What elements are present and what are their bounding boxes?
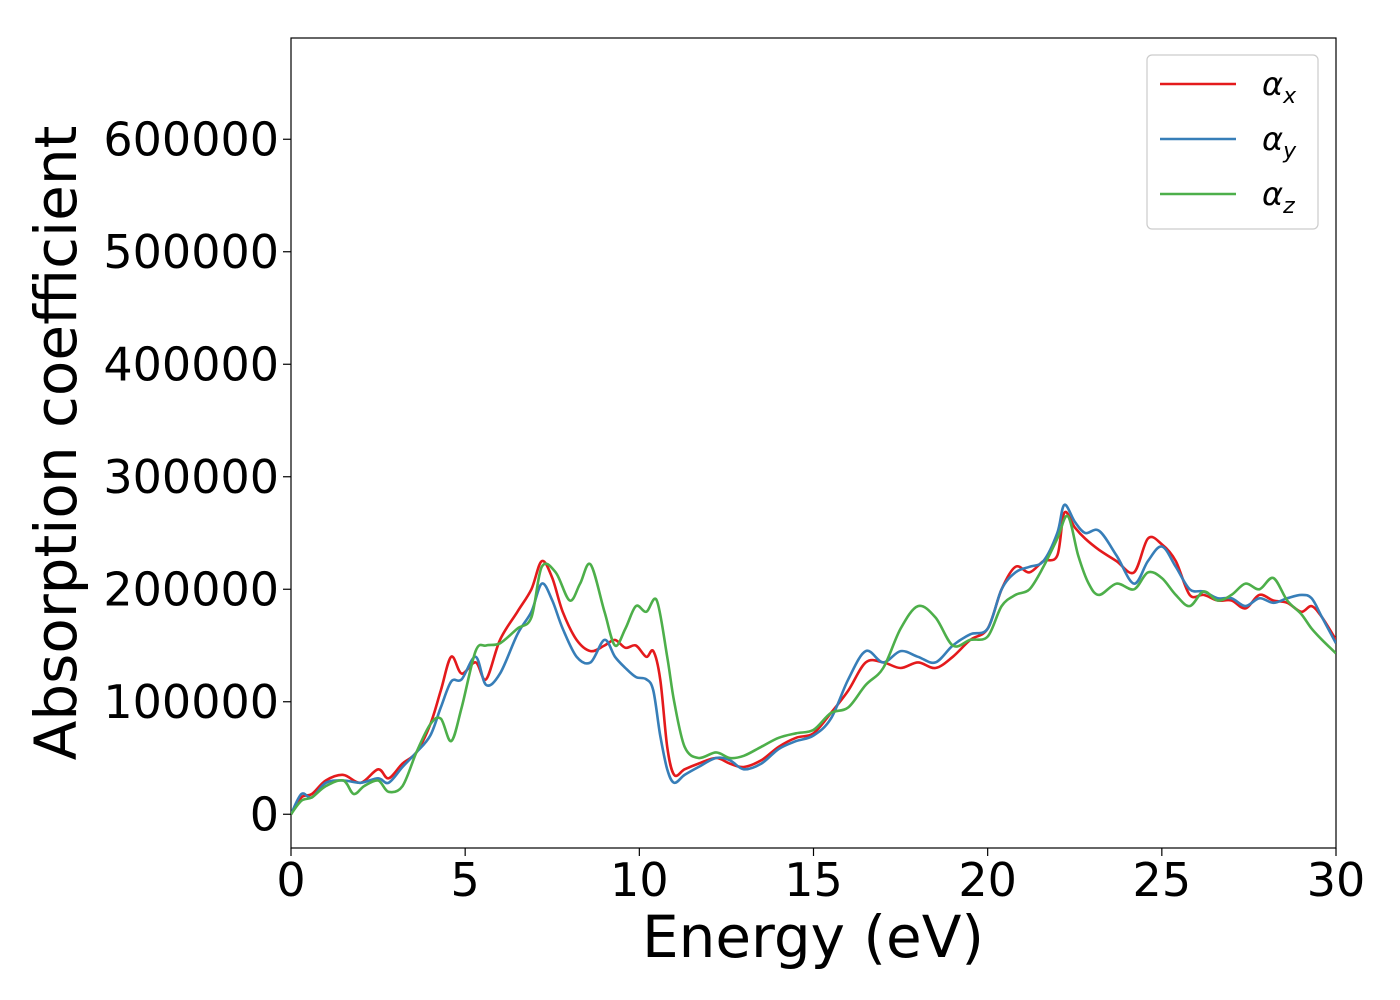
x-tick-label: 30	[1307, 853, 1366, 907]
x-tick-label: 20	[958, 853, 1017, 907]
x-tick-label: 10	[610, 853, 669, 907]
series-line-x	[291, 510, 1336, 815]
y-tick-label: 500000	[103, 225, 279, 279]
y-tick-label: 600000	[103, 112, 279, 166]
x-tick-label: 15	[784, 853, 843, 907]
y-tick-label: 200000	[103, 562, 279, 616]
y-axis-title: Absorption coefficient	[22, 126, 90, 761]
y-tick-label: 400000	[103, 337, 279, 391]
legend-label-z: αz	[1262, 175, 1295, 219]
series-line-z	[291, 514, 1336, 816]
legend-label-x: αx	[1262, 65, 1297, 109]
legend: αx αy αz	[1146, 54, 1319, 230]
series-layer	[291, 503, 1336, 816]
legend-box	[1146, 54, 1319, 230]
x-axis-title: Energy (eV)	[642, 903, 984, 971]
series-line-y	[291, 503, 1336, 815]
x-axis-ticks: 0 5 10 15 20 25 30	[276, 848, 1365, 907]
x-tick-label: 5	[451, 853, 480, 907]
legend-label-y: αy	[1262, 120, 1297, 164]
x-tick-label: 0	[276, 853, 305, 907]
y-tick-label: 0	[250, 787, 279, 841]
x-tick-label: 25	[1133, 853, 1192, 907]
y-tick-label: 300000	[103, 450, 279, 504]
y-axis-ticks: 0 100000 200000 300000 400000 500000 600000	[103, 112, 291, 841]
y-tick-label: 100000	[103, 675, 279, 729]
